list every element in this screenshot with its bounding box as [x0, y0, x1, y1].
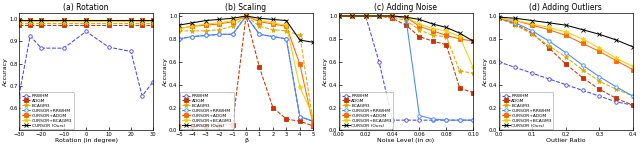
X-axis label: Noise Level (in σ₀): Noise Level (in σ₀)	[378, 138, 435, 143]
Y-axis label: Accuracy: Accuracy	[163, 57, 168, 86]
X-axis label: Rotation (in degree): Rotation (in degree)	[54, 138, 118, 143]
Y-axis label: Accuracy: Accuracy	[483, 57, 488, 86]
Legend: RRWHM, ADGM, BCAGM3, CURSOR+RRWHM, CURSOR+ADGM, CURSOR+BCAGM3, CURSOR (Ours): RRWHM, ADGM, BCAGM3, CURSOR+RRWHM, CURSO…	[340, 92, 394, 129]
Title: (d) Adding Outliers: (d) Adding Outliers	[529, 3, 602, 12]
X-axis label: β: β	[244, 138, 248, 143]
Title: (c) Adding Noise: (c) Adding Noise	[374, 3, 437, 12]
Legend: RRWHM, ADGM, BCAGM3, CURSOR+RRWHM, CURSOR+ADGM, CURSOR+BCAGM3, CURSOR (Ours): RRWHM, ADGM, BCAGM3, CURSOR+RRWHM, CURSO…	[500, 92, 554, 129]
Legend: RRWHM, ADGM, BCAGM3, CURSOR+RRWHM, CURSOR+ADGM, CURSOR+BCAGM3, CURSOR (Ours): RRWHM, ADGM, BCAGM3, CURSOR+RRWHM, CURSO…	[180, 92, 234, 129]
X-axis label: Outlier Ratio: Outlier Ratio	[546, 138, 586, 143]
Y-axis label: Accuracy: Accuracy	[323, 57, 328, 86]
Legend: RRWHM, ADGM, BCAGM3, CURSOR+RRWHM, CURSOR+ADGM, CURSOR+BCAGM3, CURSOR (Ours): RRWHM, ADGM, BCAGM3, CURSOR+RRWHM, CURSO…	[20, 92, 74, 129]
Title: (b) Scaling: (b) Scaling	[225, 3, 267, 12]
Title: (a) Rotation: (a) Rotation	[63, 3, 109, 12]
Y-axis label: Accuracy: Accuracy	[3, 57, 8, 86]
